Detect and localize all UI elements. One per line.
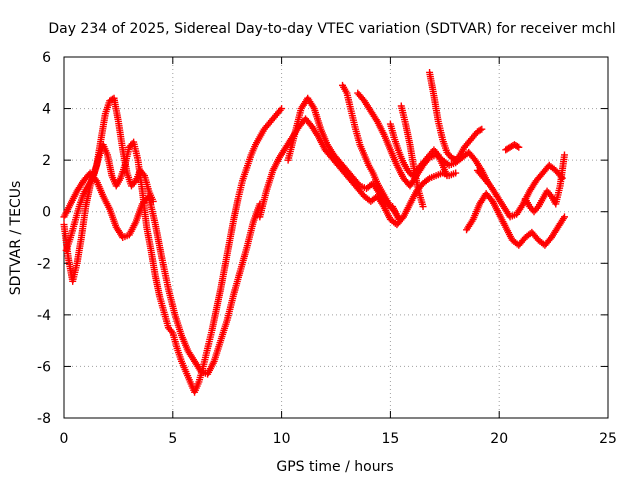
x-tick-label: 15 — [381, 431, 399, 447]
series-track-1 — [60, 105, 286, 396]
x-tick-label: 5 — [168, 431, 177, 447]
series-track-10 — [426, 68, 486, 164]
data-points — [60, 68, 568, 396]
data-point — [395, 215, 403, 223]
data-point — [149, 197, 157, 205]
x-tick-label: 20 — [490, 431, 508, 447]
chart-title: Day 234 of 2025, Sidereal Day-to-day VTE… — [48, 21, 615, 37]
series-track-11 — [463, 190, 568, 249]
x-axis-label: GPS time / hours — [276, 459, 393, 475]
x-tick-label: 10 — [273, 431, 291, 447]
series-track-12 — [473, 161, 566, 221]
data-point — [278, 105, 286, 113]
y-tick-label: -6 — [37, 359, 51, 375]
series-track-13 — [502, 141, 523, 154]
data-point — [560, 213, 568, 221]
data-point — [515, 143, 523, 151]
series-track-6 — [339, 81, 403, 223]
y-tick-label: 6 — [42, 50, 51, 66]
data-point — [478, 125, 486, 133]
data-point — [513, 142, 521, 150]
data-point — [452, 169, 460, 177]
data-point — [560, 151, 568, 159]
data-point — [424, 175, 432, 183]
y-axis-label: SDTVAR / TECUs — [8, 181, 24, 296]
series-track-2 — [60, 169, 264, 378]
series-track-14 — [521, 151, 568, 216]
y-tick-label: -8 — [37, 411, 51, 427]
tick-labels: 0 5 10 15 20 25 -8 -6 -4 -2 0 2 4 6 — [37, 50, 617, 447]
x-tick-label: 25 — [599, 431, 617, 447]
data-point — [443, 172, 451, 180]
series-track-9 — [397, 102, 427, 211]
y-tick-label: 0 — [42, 205, 51, 221]
series-track-3 — [62, 94, 157, 254]
data-point — [419, 203, 427, 211]
data-point — [476, 126, 484, 134]
y-tick-label: -4 — [37, 308, 51, 324]
x-tick-label: 0 — [60, 431, 69, 447]
y-tick-label: -2 — [37, 256, 51, 272]
y-tick-label: 2 — [42, 153, 51, 169]
series-track-5 — [284, 94, 403, 223]
y-tick-label: 4 — [42, 102, 51, 118]
